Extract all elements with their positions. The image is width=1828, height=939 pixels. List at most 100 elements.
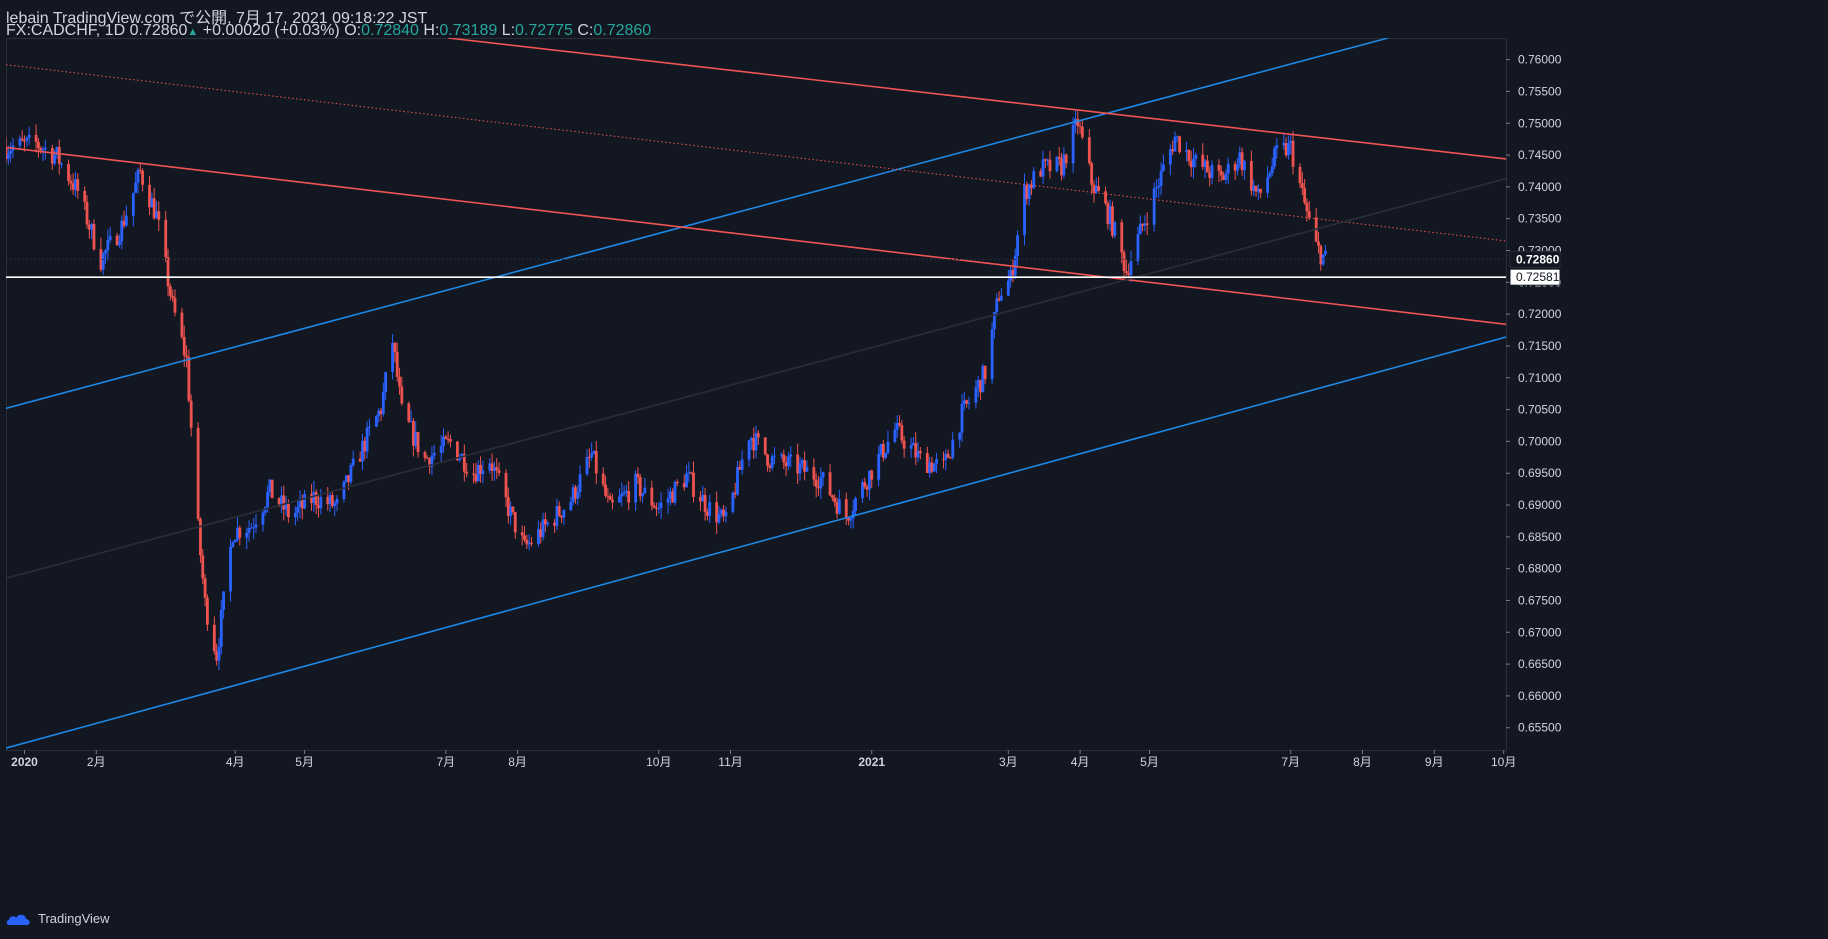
candle bbox=[39, 146, 43, 154]
candle-body bbox=[900, 425, 904, 441]
candle bbox=[1298, 163, 1302, 188]
candle-body bbox=[282, 495, 286, 510]
candle-body bbox=[171, 295, 175, 298]
candle bbox=[303, 490, 307, 510]
candle-body bbox=[173, 297, 177, 313]
candle-body bbox=[212, 624, 216, 652]
x-tick-label: 11月 bbox=[718, 755, 742, 769]
candle-body bbox=[462, 454, 466, 472]
candle-body bbox=[141, 170, 144, 185]
candle-body bbox=[326, 496, 330, 505]
candle-body bbox=[1210, 164, 1214, 178]
candle bbox=[537, 520, 540, 548]
candle-body bbox=[657, 508, 661, 510]
candle-body bbox=[1307, 211, 1311, 218]
candle-body bbox=[594, 450, 598, 474]
candle bbox=[465, 462, 469, 478]
candle-body bbox=[708, 502, 712, 516]
candle-body bbox=[766, 454, 769, 466]
candle bbox=[814, 473, 818, 498]
candle bbox=[37, 138, 40, 158]
candle bbox=[976, 376, 980, 398]
candle-body bbox=[205, 597, 209, 625]
candle-body bbox=[983, 365, 987, 380]
candle-body bbox=[1104, 191, 1107, 204]
candle bbox=[205, 594, 209, 631]
candle bbox=[1243, 159, 1246, 180]
trendline bbox=[6, 177, 1506, 579]
tradingview-brand[interactable]: TradingView bbox=[6, 911, 110, 926]
candle-body bbox=[328, 495, 332, 505]
candle-body bbox=[530, 542, 533, 544]
candle-body bbox=[1238, 152, 1242, 165]
candle bbox=[201, 548, 205, 585]
y-tick-label: 0.74000 bbox=[1518, 180, 1562, 194]
candle bbox=[944, 449, 948, 471]
candle-body bbox=[821, 472, 825, 478]
candle bbox=[590, 442, 594, 461]
candle-body bbox=[280, 495, 283, 505]
candle bbox=[870, 469, 874, 489]
candle-body bbox=[74, 179, 77, 190]
candle-body bbox=[439, 446, 443, 453]
candle bbox=[229, 538, 232, 602]
candle bbox=[530, 536, 533, 547]
candle-body bbox=[199, 518, 202, 556]
candle-body bbox=[1187, 149, 1191, 161]
candle-body bbox=[300, 500, 304, 509]
candle bbox=[219, 599, 223, 655]
candle bbox=[673, 480, 677, 506]
candle-body bbox=[689, 472, 693, 474]
candle bbox=[27, 126, 31, 146]
candle-body bbox=[722, 509, 725, 517]
candle-body bbox=[898, 423, 901, 426]
candle-body bbox=[180, 312, 184, 337]
candle-body bbox=[925, 453, 929, 474]
candle bbox=[476, 460, 480, 482]
candle bbox=[1136, 226, 1140, 265]
candle-body bbox=[187, 356, 191, 401]
candle-body bbox=[442, 436, 445, 447]
candle-body bbox=[351, 458, 355, 466]
candle bbox=[620, 482, 624, 507]
candle-body bbox=[476, 465, 480, 482]
candle bbox=[1168, 144, 1172, 176]
candle bbox=[1173, 131, 1177, 152]
candle bbox=[55, 146, 59, 159]
candle bbox=[601, 467, 605, 488]
candle-body bbox=[287, 503, 290, 518]
candle-body bbox=[166, 257, 170, 287]
candle-body bbox=[196, 427, 200, 519]
candle bbox=[687, 461, 691, 483]
candle-body bbox=[1108, 206, 1112, 224]
candle-body bbox=[87, 224, 91, 230]
candle bbox=[675, 479, 679, 487]
candle-body bbox=[504, 472, 508, 498]
candle-body bbox=[201, 555, 205, 579]
candle bbox=[618, 488, 621, 503]
candle-body bbox=[768, 465, 772, 468]
candle-body bbox=[868, 470, 871, 490]
candle bbox=[280, 486, 283, 514]
candle bbox=[330, 490, 334, 509]
candle-body bbox=[215, 651, 219, 661]
candle bbox=[196, 422, 200, 522]
candle bbox=[1078, 120, 1082, 135]
candle-body bbox=[252, 527, 256, 529]
candle bbox=[1157, 178, 1161, 199]
candle bbox=[830, 494, 834, 502]
candle bbox=[668, 486, 672, 506]
candle bbox=[578, 465, 582, 498]
candle bbox=[685, 464, 688, 488]
symbol-label[interactable]: FX:CADCHF, 1D bbox=[6, 22, 126, 39]
candle bbox=[569, 496, 573, 512]
candle-body bbox=[6, 147, 8, 159]
candle-body bbox=[1252, 185, 1256, 191]
candle-body bbox=[1023, 184, 1026, 236]
candle bbox=[1043, 158, 1047, 168]
candle bbox=[800, 458, 804, 469]
candle-body bbox=[543, 519, 547, 525]
candle-body bbox=[458, 457, 462, 461]
candle bbox=[23, 135, 26, 152]
